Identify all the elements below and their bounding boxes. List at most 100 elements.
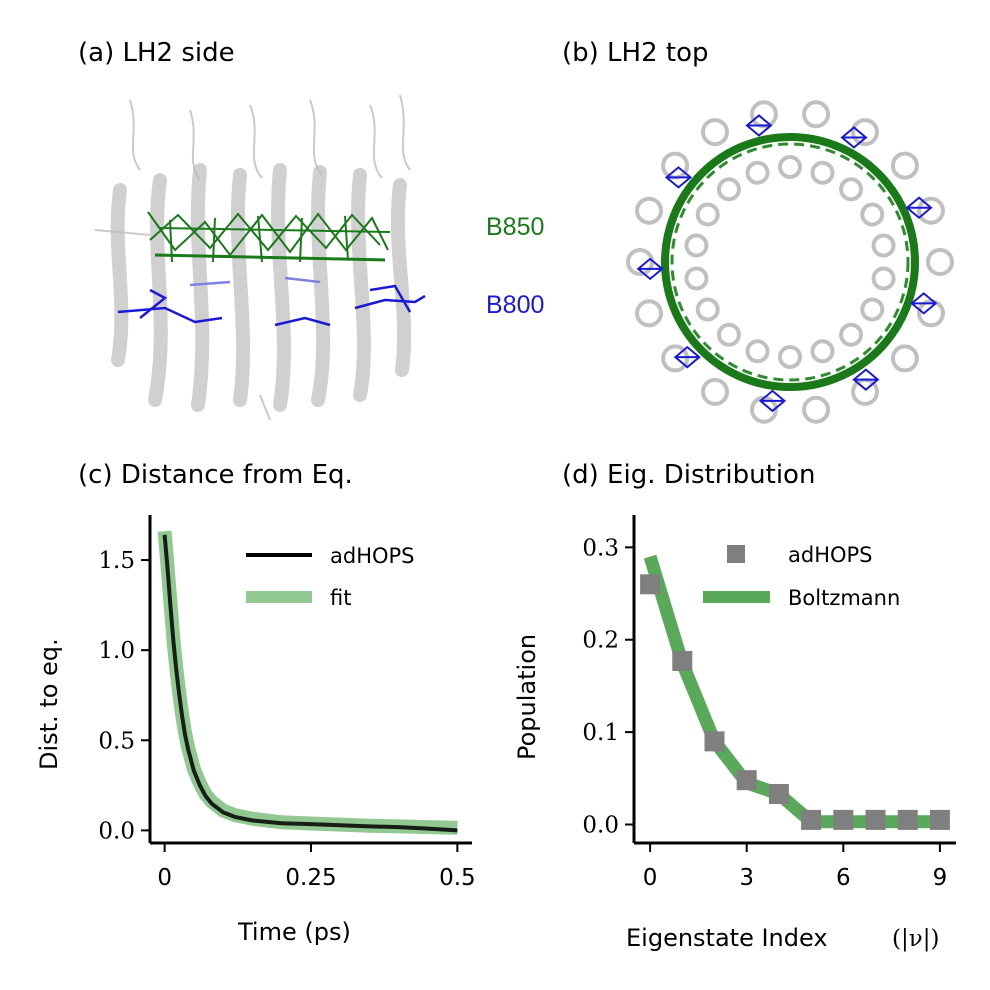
c-legend-adhops-label: adHOPS	[330, 544, 415, 568]
d-adhops-point	[865, 809, 886, 830]
b800-pigment-top	[745, 114, 773, 137]
b850-label: B850	[486, 213, 544, 241]
helix-top	[749, 100, 778, 129]
protein-helices-side	[110, 163, 412, 412]
c-ytick-label: 1.5	[98, 548, 135, 574]
protein-helices-top	[626, 100, 954, 424]
helix-top	[851, 118, 879, 147]
b800-pigment-top	[905, 196, 933, 220]
helix-top-inner	[745, 339, 770, 364]
b800-pigment-top	[840, 126, 868, 149]
protein-loops-side	[94, 94, 411, 421]
helix-top-inner	[810, 339, 835, 364]
d-xtick-label: 9	[933, 865, 948, 891]
d-ytick-label: 0.3	[582, 535, 619, 561]
chart-distance-from-eq: 0.0 0.5 1.0 1.5 0 0.25 0.5 Time (ps) Dist. to …	[35, 515, 476, 946]
helix-top-inner	[695, 297, 720, 322]
helix-top	[661, 151, 690, 180]
helix-top	[916, 299, 945, 328]
c-legend: adHOPS fit	[246, 544, 415, 610]
d-xtick-label: 3	[739, 865, 754, 891]
lh2-top-structure	[626, 100, 954, 424]
helix-top-inner	[860, 297, 885, 322]
d-adhops-point	[672, 650, 693, 671]
d-legend-boltzmann-label: Boltzmann	[788, 586, 900, 610]
d-adhops-point	[801, 809, 822, 830]
d-ytick-label: 0.2	[582, 628, 619, 654]
d-legend: adHOPS Boltzmann	[703, 543, 900, 610]
b850-ring-top	[661, 133, 919, 391]
d-adhops-point	[897, 809, 918, 830]
helix-top-inner	[684, 233, 709, 258]
b800-label: B800	[486, 291, 544, 319]
b800-pigment-top	[673, 345, 701, 369]
d-adhops-point	[768, 784, 789, 805]
c-xtick-label: 0.5	[439, 865, 476, 891]
d-xlabel: Eigenstate Index	[626, 924, 828, 952]
helix-top	[926, 248, 954, 276]
helix-top-inner	[810, 160, 835, 185]
helix-top-inner	[778, 345, 802, 369]
helix-top-inner	[860, 202, 885, 227]
helix-top-inner	[871, 233, 896, 258]
d-adhops-point	[833, 809, 854, 830]
b800-ring-side	[117, 276, 426, 327]
helix-top-inner	[778, 155, 802, 179]
d-legend-adhops-swatch	[727, 545, 745, 563]
d-xtick-label: 0	[643, 865, 658, 891]
helix-top	[701, 118, 729, 147]
c-adhops-line	[162, 534, 458, 833]
helix-top-inner	[871, 266, 896, 291]
helix-top-inner	[839, 322, 864, 347]
helix-top	[890, 151, 919, 180]
helix-top-inner	[745, 160, 770, 185]
d-adhops-point	[640, 574, 661, 595]
helix-top	[916, 196, 945, 225]
b800-pigment-top	[852, 368, 880, 391]
b850-ring-top-inner	[670, 142, 910, 382]
helix-top	[661, 344, 690, 373]
d-xtick-label: 6	[836, 865, 851, 891]
helix-top	[626, 248, 654, 276]
d-boltzmann-line	[643, 554, 940, 829]
b800-pigment-top	[758, 389, 787, 413]
helix-top	[635, 196, 664, 225]
d-ytick-label: 0.1	[582, 720, 619, 746]
chart-eig-distribution: 0.00.10.20.30 3 6 9 Eigenstate Index (|ν|) …	[513, 515, 956, 952]
helix-top-inner	[839, 177, 864, 202]
c-ylabel: Dist. to eq.	[35, 638, 63, 770]
d-ylabel: Population	[513, 634, 541, 760]
b800-pigment-top	[664, 166, 693, 189]
helix-top-inner	[716, 322, 741, 347]
panel-c-title: (c) Distance from Eq.	[78, 460, 353, 490]
c-fit-line	[157, 530, 458, 835]
c-ytick-label: 0.0	[98, 818, 135, 844]
helix-top	[890, 344, 919, 373]
c-xtick-label: 0.25	[285, 865, 336, 891]
lh2-side-structure	[94, 94, 426, 421]
c-ytick-label: 1.0	[98, 638, 135, 664]
c-legend-fit-label: fit	[330, 586, 351, 610]
c-xtick-label: 0	[157, 865, 172, 891]
panel-b-title: (b) LH2 top	[562, 38, 709, 68]
d-adhops-point	[929, 809, 950, 830]
helix-top	[802, 395, 831, 424]
d-ytick-label: 0.0	[582, 813, 619, 839]
b800-pigment-top	[910, 292, 938, 315]
c-ytick-label: 0.5	[98, 728, 135, 754]
d-adhops-point	[704, 731, 725, 752]
helix-top	[802, 100, 831, 129]
c-xlabel: Time (ps)	[237, 918, 351, 946]
b800-pigments-top	[636, 114, 938, 413]
helix-top	[635, 299, 664, 328]
helix-top-inner	[716, 177, 741, 202]
helix-top	[701, 377, 729, 406]
b800-pigment-top	[636, 257, 664, 281]
d-legend-adhops-label: adHOPS	[788, 543, 873, 567]
d-adhops-point	[736, 770, 757, 791]
helix-top-inner	[684, 266, 709, 291]
panel-d-title: (d) Eig. Distribution	[562, 460, 815, 490]
d-xlabel-math: (|ν|)	[892, 926, 939, 952]
panel-a-title: (a) LH2 side	[78, 38, 235, 68]
